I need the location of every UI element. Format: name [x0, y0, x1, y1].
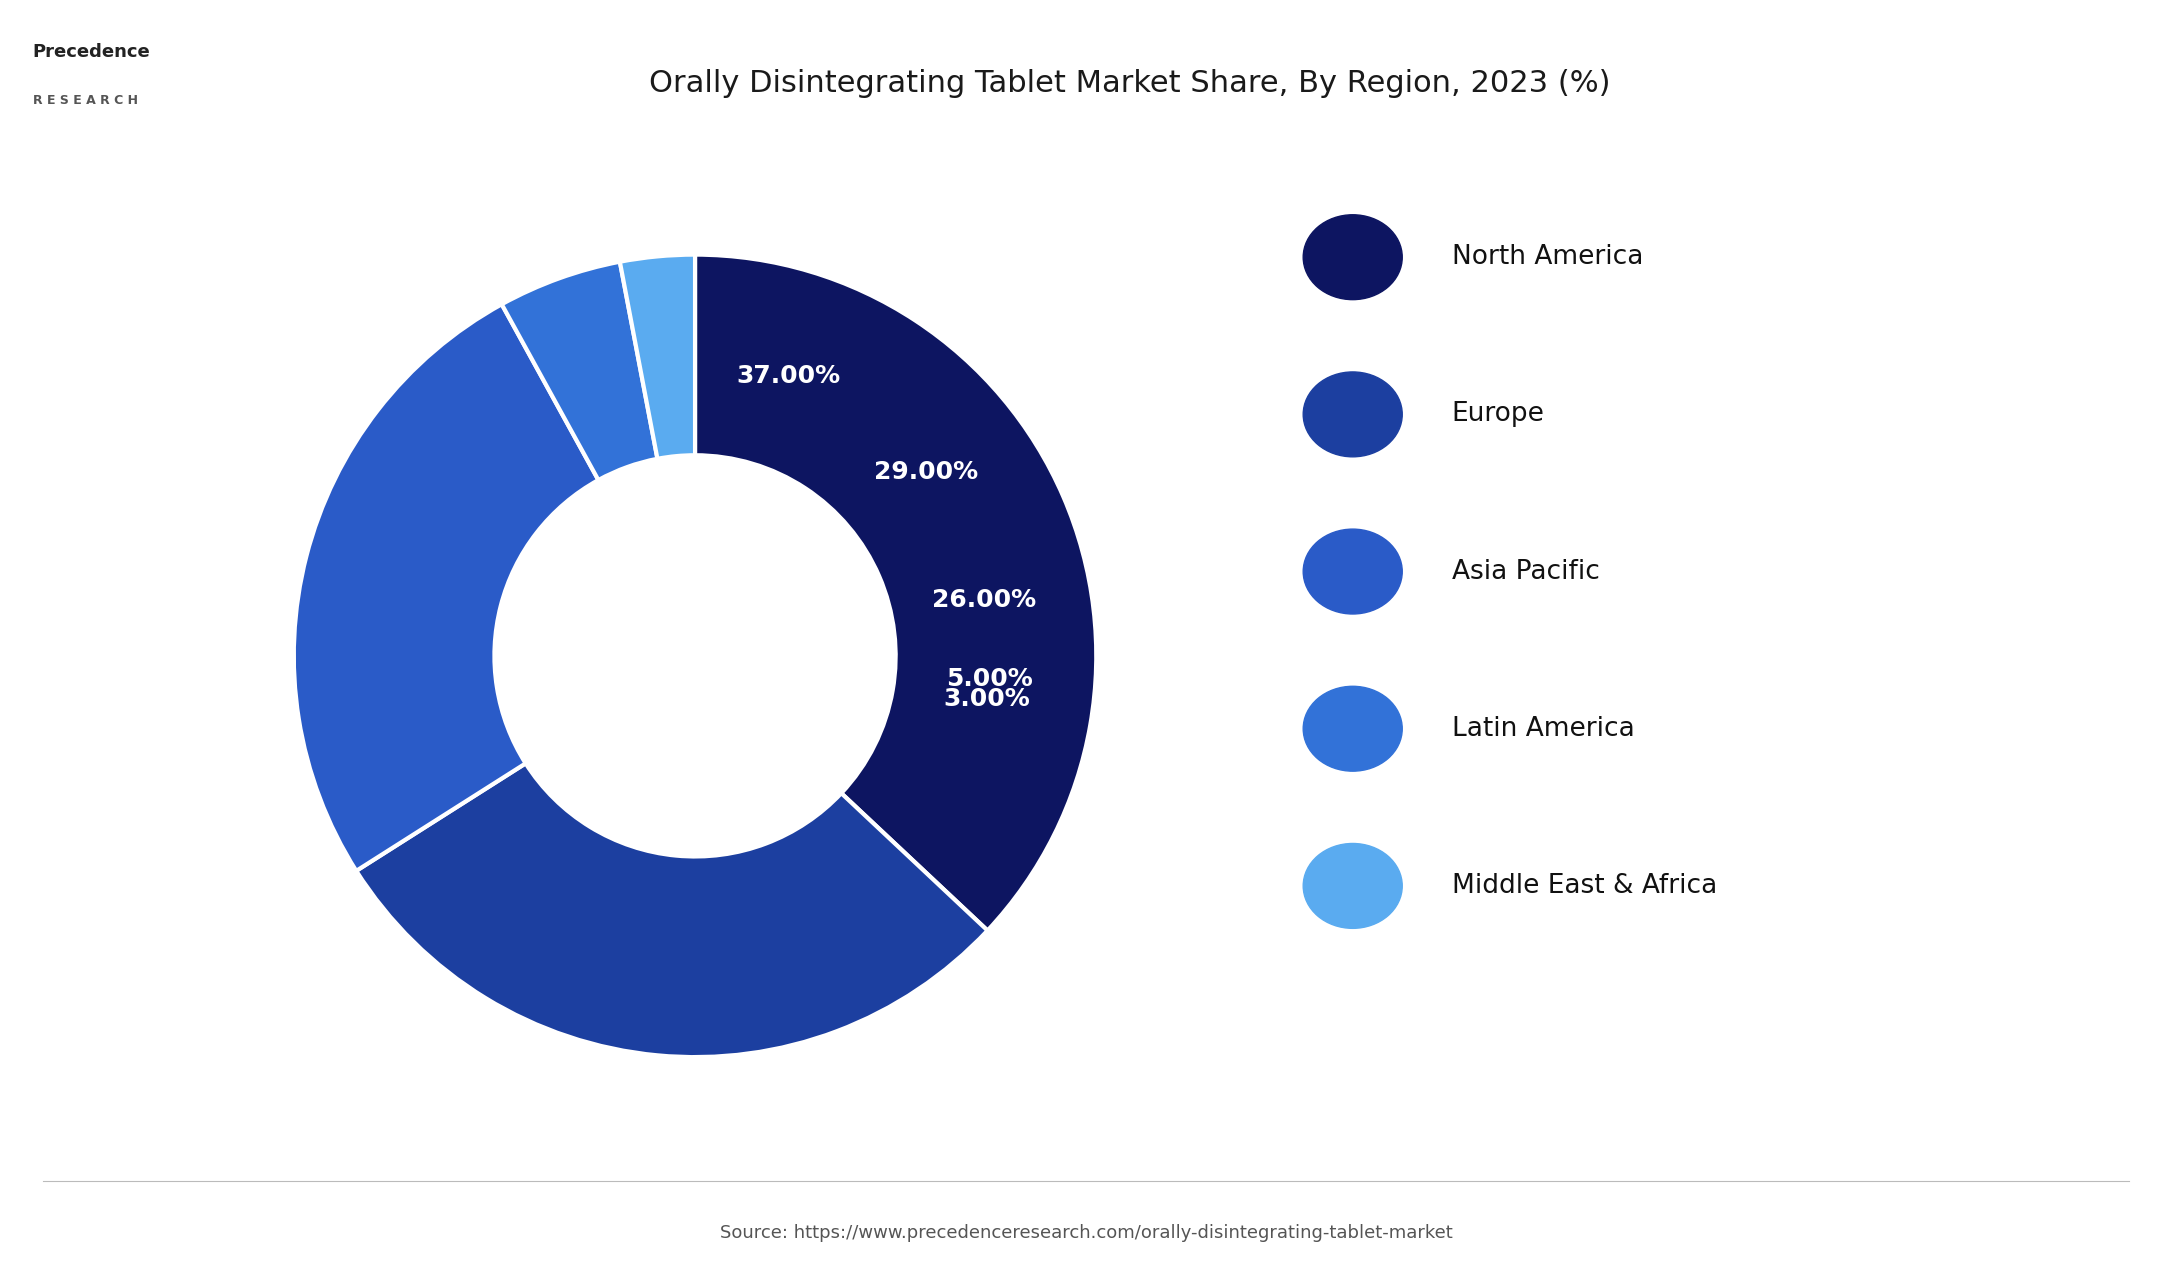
Text: Latin America: Latin America — [1451, 716, 1636, 742]
Text: R E S E A R C H: R E S E A R C H — [33, 94, 137, 107]
Text: Asia Pacific: Asia Pacific — [1451, 558, 1599, 585]
Circle shape — [1303, 372, 1403, 457]
Circle shape — [1303, 844, 1403, 928]
Text: Middle East & Africa: Middle East & Africa — [1451, 873, 1718, 899]
Wedge shape — [695, 255, 1097, 931]
Circle shape — [1303, 687, 1403, 772]
Text: Source: https://www.precedenceresearch.com/orally-disintegrating-tablet-market: Source: https://www.precedenceresearch.c… — [719, 1224, 1453, 1241]
Wedge shape — [502, 262, 658, 480]
Text: North America: North America — [1451, 244, 1644, 270]
Text: 26.00%: 26.00% — [932, 588, 1036, 612]
Text: 5.00%: 5.00% — [945, 667, 1032, 691]
Wedge shape — [619, 255, 695, 459]
Text: Orally Disintegrating Tablet Market Share, By Region, 2023 (%): Orally Disintegrating Tablet Market Shar… — [649, 69, 1609, 98]
Circle shape — [1303, 215, 1403, 300]
Text: Europe: Europe — [1451, 401, 1544, 427]
Text: 29.00%: 29.00% — [873, 460, 977, 485]
Wedge shape — [293, 305, 599, 871]
Text: 37.00%: 37.00% — [736, 364, 841, 388]
Text: Precedence: Precedence — [33, 42, 150, 60]
Wedge shape — [356, 764, 988, 1057]
Circle shape — [1303, 529, 1403, 613]
Text: 3.00%: 3.00% — [943, 688, 1030, 711]
